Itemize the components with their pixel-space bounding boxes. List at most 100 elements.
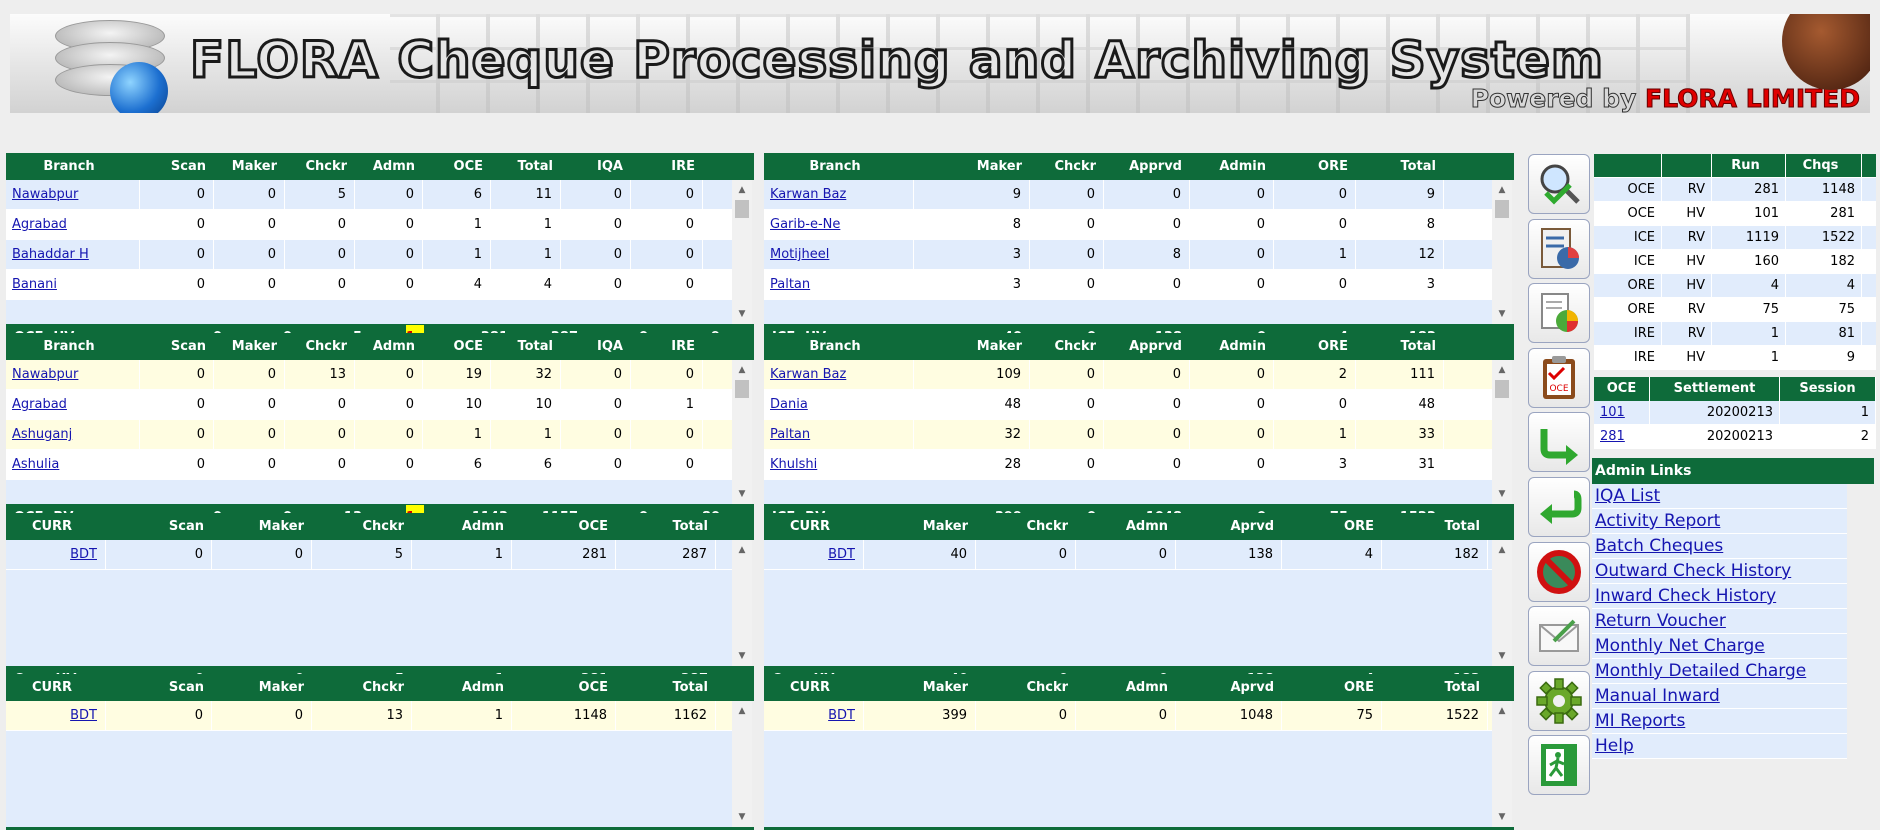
cell: 0: [140, 420, 214, 449]
branch-link[interactable]: Karwan Baz: [764, 360, 914, 389]
scroll-up-icon[interactable]: ▲: [1498, 365, 1506, 375]
cell: 0: [285, 450, 355, 479]
envelope-button[interactable]: [1528, 606, 1590, 667]
scroll-thumb[interactable]: [1495, 380, 1509, 398]
return-arrow-icon: [1534, 482, 1584, 536]
scroll-up-icon[interactable]: ▲: [1498, 545, 1506, 555]
scrollbar[interactable]: ▲ ▼: [1492, 540, 1512, 666]
branch-link[interactable]: BDT: [764, 540, 864, 569]
scrollbar[interactable]: ▲ ▼: [732, 360, 752, 504]
scroll-thumb[interactable]: [735, 200, 749, 218]
cell: 1: [631, 390, 703, 419]
scroll-down-icon[interactable]: ▼: [1498, 651, 1506, 661]
column-header: Branch: [43, 339, 95, 354]
cell: 281: [512, 540, 616, 569]
admin-link-inward-check-history[interactable]: Inward Check History: [1592, 584, 1847, 609]
scroll-down-icon[interactable]: ▼: [1498, 812, 1506, 822]
admin-link-help[interactable]: Help: [1592, 734, 1847, 759]
report-chart-button[interactable]: [1528, 218, 1590, 279]
exit-door-button[interactable]: [1528, 735, 1590, 796]
branch-link[interactable]: Dania: [764, 390, 914, 419]
branch-link[interactable]: Nawabpur: [6, 360, 140, 389]
scroll-down-icon[interactable]: ▼: [738, 651, 746, 661]
branch-link[interactable]: Karwan Baz: [764, 180, 914, 209]
column-header: Total: [672, 680, 708, 695]
session-link[interactable]: 101: [1594, 401, 1650, 424]
cell: 0: [1274, 210, 1356, 239]
scroll-down-icon[interactable]: ▼: [738, 309, 746, 319]
table-body: Nawabpur 0 0 13 0 19 32 0 0 Agrabad 0 0 0 0 10 10 0 1 Ashu…: [6, 360, 732, 504]
branch-link[interactable]: BDT: [6, 701, 106, 730]
admin-link-iqa-list[interactable]: IQA List: [1592, 484, 1847, 509]
branch-link[interactable]: Banani: [6, 270, 140, 299]
document-pie-button[interactable]: [1528, 283, 1590, 344]
scrollbar[interactable]: ▲ ▼: [1492, 180, 1512, 324]
admin-link-activity-report[interactable]: Activity Report: [1592, 509, 1847, 534]
table-row: Dania 48 0 0 0 0 48: [764, 390, 1492, 420]
cell: 40: [864, 540, 976, 569]
branch-link[interactable]: BDT: [6, 540, 106, 569]
admin-link-monthly-net-charge[interactable]: Monthly Net Charge: [1592, 634, 1847, 659]
cell: 0: [1076, 701, 1176, 730]
scroll-up-icon[interactable]: ▲: [738, 185, 746, 195]
branch-link[interactable]: Paltan: [764, 270, 914, 299]
cell: 32: [914, 420, 1030, 449]
branch-link[interactable]: Bahaddar H: [6, 240, 140, 269]
scroll-up-icon[interactable]: ▲: [738, 365, 746, 375]
branch-link[interactable]: Agrabad: [6, 210, 140, 239]
admin-link-manual-inward[interactable]: Manual Inward: [1592, 684, 1847, 709]
cell: 28: [914, 450, 1030, 479]
scroll-down-icon[interactable]: ▼: [1498, 309, 1506, 319]
scroll-up-icon[interactable]: ▲: [738, 706, 746, 716]
branch-link[interactable]: Ashulia: [6, 450, 140, 479]
cancel-circle-button[interactable]: [1528, 541, 1590, 602]
gear-button[interactable]: [1528, 670, 1590, 731]
cell: 1: [423, 420, 491, 449]
branch-link[interactable]: Agrabad: [6, 390, 140, 419]
admin-link-outward-check-history[interactable]: Outward Check History: [1592, 559, 1847, 584]
branch-link[interactable]: Paltan: [764, 420, 914, 449]
column-header: Maker: [922, 519, 968, 534]
branch-link[interactable]: Nawabpur: [6, 180, 140, 209]
table-body: BDT 0 0 5 1 281 287: [6, 540, 732, 666]
table-header: Branch Maker Chckr Apprvd Admin ORE Total: [764, 153, 1514, 180]
branch-link[interactable]: Motijheel: [764, 240, 914, 269]
session-link[interactable]: 281: [1594, 425, 1650, 448]
admin-link-return-voucher[interactable]: Return Voucher: [1592, 609, 1847, 634]
admin-link-monthly-detailed-charge[interactable]: Monthly Detailed Charge: [1592, 659, 1847, 684]
scroll-up-icon[interactable]: ▲: [1498, 706, 1506, 716]
forward-arrow-button[interactable]: [1528, 412, 1590, 473]
branch-link[interactable]: Ashuganj: [6, 420, 140, 449]
return-arrow-button[interactable]: [1528, 477, 1590, 537]
summary-row: OCE HV 101 281: [1594, 202, 1876, 226]
scroll-thumb[interactable]: [1495, 200, 1509, 218]
exit-door-icon: [1534, 740, 1584, 794]
table-header: Branch Scan Maker Chckr Admn OCE Total IQA IRE: [6, 333, 754, 360]
scroll-down-icon[interactable]: ▼: [1498, 489, 1506, 499]
cell: 0: [1104, 180, 1190, 209]
gear-icon: [1534, 676, 1584, 730]
scrollbar[interactable]: ▲ ▼: [1492, 701, 1512, 827]
branch-link[interactable]: Khulshi: [764, 450, 914, 479]
column-header: Admn: [372, 339, 415, 354]
scrollbar[interactable]: ▲ ▼: [1492, 360, 1512, 504]
cell: 0: [214, 420, 285, 449]
run-summary-table: Run Chqs OCE RV 281 1148 OCE HV 101 281 ICE RV 1119 1…: [1594, 154, 1876, 370]
admin-link-mi-reports[interactable]: MI Reports: [1592, 709, 1847, 734]
admin-link-batch-cheques[interactable]: Batch Cheques: [1592, 534, 1847, 559]
branch-link[interactable]: Garib-e-Ne: [764, 210, 914, 239]
scroll-up-icon[interactable]: ▲: [1498, 185, 1506, 195]
scroll-down-icon[interactable]: ▼: [738, 489, 746, 499]
scrollbar[interactable]: ▲ ▼: [732, 180, 752, 324]
search-check-button[interactable]: [1528, 154, 1590, 214]
cell: 4: [491, 270, 561, 299]
scrollbar[interactable]: ▲ ▼: [732, 540, 752, 666]
scroll-thumb[interactable]: [735, 380, 749, 398]
branch-link[interactable]: BDT: [764, 701, 864, 730]
scroll-down-icon[interactable]: ▼: [738, 812, 746, 822]
column-header: Chckr: [362, 519, 404, 534]
summary-row: OCE RV 281 1148: [1594, 178, 1876, 202]
scroll-up-icon[interactable]: ▲: [738, 545, 746, 555]
oce-clipboard-button[interactable]: OCE: [1528, 347, 1590, 408]
scrollbar[interactable]: ▲ ▼: [732, 701, 752, 827]
